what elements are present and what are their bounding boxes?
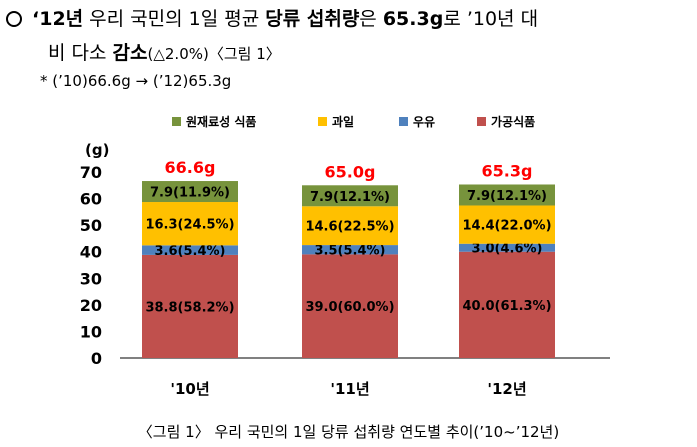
bar-total-label: 65.0g (325, 162, 376, 181)
legend-label: 과일 (332, 114, 354, 129)
bar-segment (142, 202, 238, 246)
y-tick-label: 0 (91, 349, 102, 368)
legend-label: 가공식품 (491, 114, 535, 129)
y-tick-label: 50 (80, 216, 102, 235)
bar-data-label: 7.9(12.1%) (310, 190, 390, 205)
bar-data-label: 3.6(5.4%) (155, 244, 226, 259)
bar-data-label: 39.0(60.0%) (305, 300, 394, 315)
summary-text-2a: 비 다소 (48, 42, 113, 64)
y-tick-label: 70 (80, 163, 102, 182)
bar-segment (459, 251, 555, 358)
summary-line-2: 비 다소 감소(△2.0%)〈그림 1〉 (48, 38, 281, 65)
summary-line-1: ‘12년 우리 국민의 1일 평균 당류 섭취량은 65.3g로 ’10년 대 (6, 4, 538, 31)
bar-segment (302, 206, 398, 246)
legend-swatch (172, 117, 181, 126)
x-tick-label: '10년 (170, 380, 209, 398)
figure-reference: 〈그림 1〉 (208, 45, 281, 63)
bar-segment (302, 185, 398, 207)
summary-text-e: 로 ’10년 대 (443, 8, 539, 30)
bar-segment (142, 254, 238, 358)
summary-text-c: 은 (359, 8, 383, 30)
legend-swatch (399, 117, 408, 126)
y-tick-label: 60 (80, 190, 102, 209)
bar-data-label: 3.5(5.4%) (315, 244, 386, 259)
intake-value-highlight: 65.3g (382, 8, 444, 30)
bar-data-label: 3.0(4.6%) (472, 242, 543, 257)
sugar-intake-highlight: 당류 섭취량 (265, 8, 360, 30)
bar-segment (459, 243, 555, 252)
decrease-rate: (△2.0%) (147, 45, 209, 63)
decrease-highlight: 감소 (112, 42, 148, 64)
footnote-line: * (’10)66.6g → (’12)65.3g (40, 72, 232, 90)
bar-data-label: 14.4(22.0%) (462, 219, 551, 234)
y-tick-label: 30 (80, 269, 102, 288)
bar-segment (302, 245, 398, 255)
y-tick-label: 20 (80, 296, 102, 315)
bar-data-label: 40.0(61.3%) (462, 299, 551, 314)
bar-data-label: 14.6(22.5%) (305, 220, 394, 235)
x-tick-label: '12년 (487, 380, 526, 398)
figure-caption: 〈그림 1〉 우리 국민의 1일 당류 섭취량 연도별 추이(’10~’12년) (137, 423, 560, 441)
y-axis-unit: (g) (85, 141, 109, 159)
summary-text-a: 우리 국민의 1일 평균 (83, 8, 266, 30)
legend-swatch (477, 117, 486, 126)
bar-segment (142, 245, 238, 255)
bar-segment (459, 184, 555, 206)
bar-data-label: 7.9(11.9%) (150, 186, 230, 201)
legend-swatch (318, 117, 327, 126)
bar-data-label: 7.9(12.1%) (467, 189, 547, 204)
legend-label: 원재료성 식품 (186, 114, 256, 129)
legend-label: 우유 (413, 115, 435, 129)
y-tick-label: 40 (80, 243, 102, 262)
bar-segment (459, 205, 555, 244)
bar-segment (302, 254, 398, 358)
sugar-intake-chart: 원재료성 식품 과일 우유 가공식품 (g) 0 10 20 30 40 50 60 70 38.8(58… (80, 114, 610, 398)
bar-total-label: 66.6g (165, 158, 216, 177)
bar-segment (142, 181, 238, 203)
circle-bullet-icon (6, 11, 22, 27)
x-tick-label: '11년 (330, 380, 369, 398)
bar-total-label: 65.3g (482, 161, 533, 180)
bar-data-label: 38.8(58.2%) (145, 300, 234, 315)
year-highlight: ‘12년 (32, 8, 84, 30)
bar-data-label: 16.3(24.5%) (145, 218, 234, 233)
y-tick-label: 10 (80, 322, 102, 341)
